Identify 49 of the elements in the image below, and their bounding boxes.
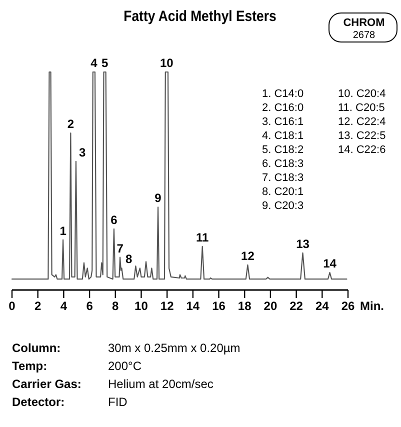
annotation: 11 [196,230,210,244]
annotation: 1 [60,224,67,238]
text: Carrier Gas: Helium at 20cm/sec [12,377,214,391]
annotation: 11. C20:5 [338,102,385,114]
annotation: 5. C18:2 [262,144,304,156]
x-axis-title: Min. [360,299,384,313]
x-tick-label: 8 [112,299,120,313]
chart-title: Fatty Acid Methyl Esters [124,7,276,24]
annotation: 7 [116,241,124,256]
text: CHROM 2678 [343,17,385,41]
annotation: 3. C16:1 [262,116,304,128]
annotation: 12 [241,248,255,263]
text: Column: 30m x 0.25mm x 0.20µm [12,341,240,355]
annotation: 4. C18:1 [262,130,304,142]
x-tick-label: 18 [238,299,252,313]
x-tick-label: 14 [186,299,200,313]
annotation: 13 [296,236,310,251]
annotation: 1. C14:0 [262,88,304,100]
annotation: 12. C22:4 [338,116,386,128]
x-tick-label: 20 [264,299,278,313]
annotation: 9 [154,191,162,206]
annotation: 14 [323,256,337,271]
annotation: 10 [160,56,174,70]
annotation: 8. C20:1 [262,186,304,198]
annotation: 5 [101,56,108,70]
annotation: 10. C20:4 [338,88,386,100]
annotation: 2. C16:0 [262,102,304,114]
x-tick-label: 12 [160,299,174,313]
annotation: 13. C22:5 [338,130,386,142]
annotation: 8 [125,252,132,266]
annotation: 9. C20:3 [262,200,304,212]
x-tick-label: 10 [134,299,148,313]
x-tick-label: 26 [341,299,355,313]
annotation: 3 [78,145,86,160]
x-tick-label: 16 [212,299,226,313]
annotation: 7. C18:3 [262,172,304,184]
annotation: 4 [90,56,98,70]
annotation: 14. C22:6 [338,144,386,156]
text: Temp: 200°C [12,359,142,373]
x-tick-label: 24 [315,299,330,313]
x-tick-label: 22 [290,299,304,313]
text: Detector: FID [12,395,128,409]
x-tick-label: 2 [34,299,42,313]
x-tick-label: 0 [8,299,16,313]
x-tick-label: 6 [86,299,94,313]
annotation: 2 [67,117,74,132]
annotation: 6. C18:3 [262,158,304,170]
annotation: 6 [110,212,118,227]
x-tick-label: 4 [60,299,68,313]
